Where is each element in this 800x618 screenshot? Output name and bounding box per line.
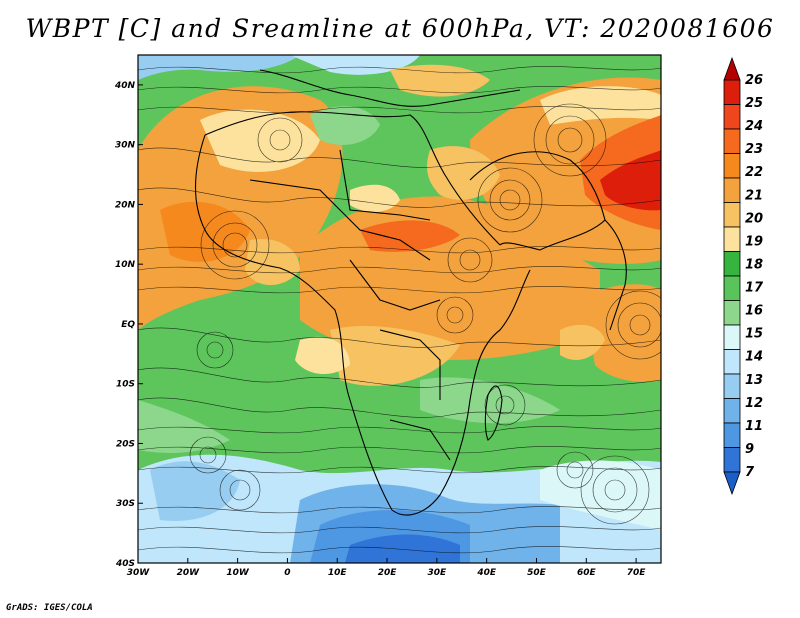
grads-credit: GrADS: IGES/COLA xyxy=(6,603,93,613)
colorbar-label: 9 xyxy=(745,442,754,457)
lon-tick-label: 20E xyxy=(378,568,398,578)
map-axes: 30W 20W 10W 0 10E 20E 30E 40E 50E 60E 70E 40N 30N 20N… xyxy=(114,81,646,578)
colorbar-segment xyxy=(723,422,741,448)
colorbar-segment xyxy=(723,447,741,473)
colorbar: 26 25 24 23 22 21 20 19 18 17 16 15 14 13 12 11 9 7 xyxy=(723,56,764,496)
lat-tick-label: 10N xyxy=(115,260,136,270)
streamlines xyxy=(138,66,661,554)
colorbar-label: 12 xyxy=(745,396,763,411)
colorbar-label: 13 xyxy=(745,373,763,388)
lat-tick-label: 30S xyxy=(116,499,135,509)
map-title: WBPT [C] and Sreamline at 600hPa, VT: 20… xyxy=(25,14,775,43)
colorbar-segment xyxy=(723,104,741,130)
lon-tick-label: 70E xyxy=(627,568,647,578)
lon-tick-label: 30E xyxy=(428,568,448,578)
colorbar-label: 11 xyxy=(745,419,763,434)
lat-tick-label: 40N xyxy=(114,81,136,91)
colorbar-label: 7 xyxy=(745,465,755,480)
colorbar-label: 25 xyxy=(745,96,763,111)
lat-tick-label: 20N xyxy=(115,200,136,210)
colorbar-segment xyxy=(723,202,741,228)
lat-tick-label: 10S xyxy=(116,380,135,390)
colorbar-max-arrow xyxy=(723,56,741,81)
lon-tick-label: 10W xyxy=(226,568,250,578)
colorbar-segment xyxy=(723,398,741,424)
colorbar-label: 20 xyxy=(745,211,763,226)
colorbar-segment xyxy=(723,251,741,277)
colorbar-label: 21 xyxy=(745,188,763,203)
colorbar-segment xyxy=(723,349,741,375)
colorbar-label: 24 xyxy=(745,119,763,134)
lon-tick-label: 0 xyxy=(284,568,290,578)
lon-tick-label: 40E xyxy=(476,568,497,578)
map-frame xyxy=(137,54,662,564)
colorbar-segment xyxy=(723,324,741,350)
colorbar-segment xyxy=(723,79,741,105)
colorbar-segment xyxy=(723,300,741,326)
colorbar-label: 15 xyxy=(745,327,763,342)
lon-tick-label: 60E xyxy=(577,568,597,578)
colorbar-segment xyxy=(723,153,741,179)
coastlines xyxy=(194,69,627,516)
lon-tick-label: 50E xyxy=(527,568,547,578)
lat-tick-label: 20S xyxy=(116,439,135,449)
lon-tick-label: 20W xyxy=(177,568,201,578)
colorbar-label: 16 xyxy=(745,304,763,319)
colorbar-label: 17 xyxy=(745,281,764,296)
colorbar-label: 19 xyxy=(745,234,763,249)
colorbar-segment xyxy=(723,177,741,203)
colorbar-label: 26 xyxy=(745,73,763,88)
lon-tick-label: 30W xyxy=(127,568,151,578)
colorbar-min-arrow xyxy=(723,471,741,496)
lat-tick-label: 30N xyxy=(115,141,136,151)
lon-tick-label: 10E xyxy=(328,568,348,578)
wbpt-shading xyxy=(138,55,661,563)
colorbar-segment xyxy=(723,275,741,301)
colorbar-label: 23 xyxy=(745,142,763,157)
colorbar-segment xyxy=(723,128,741,154)
colorbar-label: 22 xyxy=(745,165,763,180)
colorbar-segment xyxy=(723,373,741,399)
colorbar-segment xyxy=(723,226,741,252)
colorbar-label: 18 xyxy=(745,257,763,272)
lat-tick-label: EQ xyxy=(121,320,135,330)
colorbar-label: 14 xyxy=(745,350,763,365)
lat-tick-label: 40S xyxy=(115,559,135,569)
